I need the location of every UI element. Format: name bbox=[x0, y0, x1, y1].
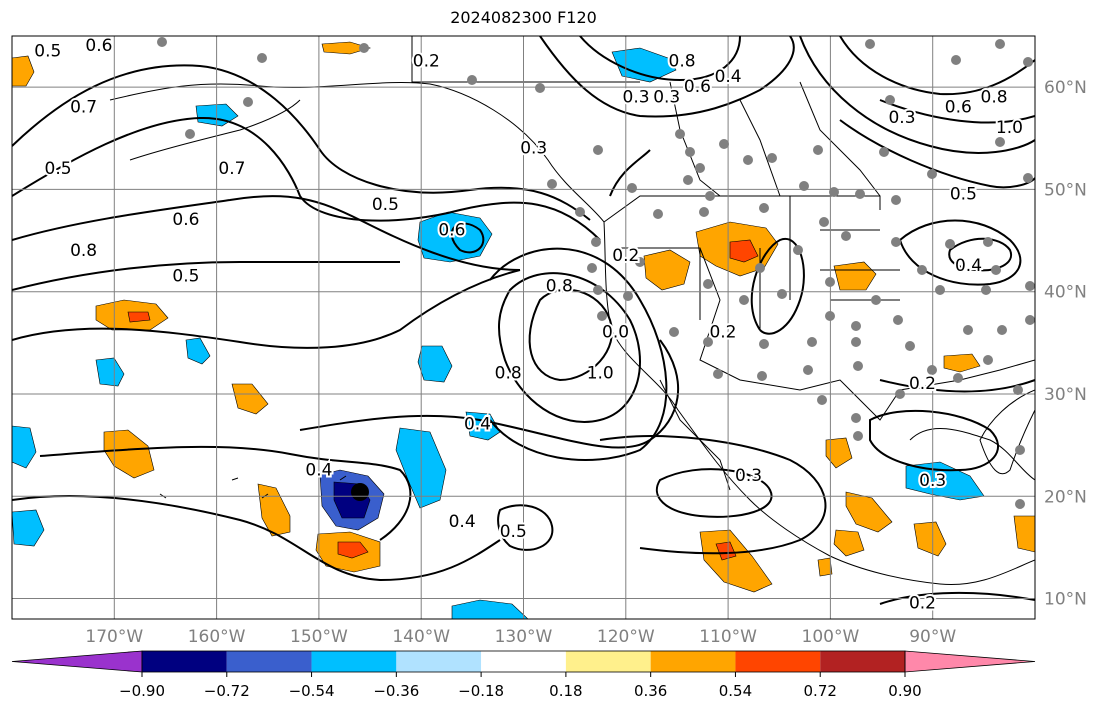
colorbar-segment bbox=[142, 651, 227, 672]
contour-label: 0.0 bbox=[602, 323, 629, 343]
contour-label: 0.4 bbox=[955, 256, 982, 276]
contour-label: 1.0 bbox=[587, 364, 614, 384]
contour-label: 0.5 bbox=[45, 159, 72, 179]
contour-label: 0.3 bbox=[653, 87, 680, 107]
colorbar-tick-label: 0.90 bbox=[888, 682, 921, 700]
contour-label: 0.5 bbox=[950, 185, 977, 205]
latitude-tick-label: 20°N bbox=[1044, 487, 1087, 507]
station-dots bbox=[157, 37, 1035, 509]
colorbar-segment bbox=[735, 651, 821, 672]
longitude-tick-label: 170°W bbox=[85, 627, 143, 647]
contour-label: 0.5 bbox=[372, 195, 399, 215]
contour-label: 0.6 bbox=[684, 77, 711, 97]
contour-label: 0.8 bbox=[70, 241, 97, 261]
colorbar-tick-label: 0.72 bbox=[804, 682, 837, 700]
latitude-tick-label: 40°N bbox=[1044, 283, 1087, 303]
latitude-tick-labels: 10°N 20°N 30°N 40°N 50°N 60°N bbox=[1044, 78, 1087, 609]
storm-center-marker bbox=[351, 483, 369, 501]
contour-label: 0.2 bbox=[612, 246, 639, 266]
contour-label-group: 0.20.50.60.60.80.50.40.40.40.50.3 0.30.20… bbox=[32, 36, 1025, 616]
contour-label: 0.6 bbox=[172, 210, 199, 230]
colorbar-tick-label: 0.18 bbox=[549, 682, 582, 700]
colorbar-tick-label: −0.90 bbox=[119, 682, 165, 700]
longitude-tick-label: 100°W bbox=[802, 627, 860, 647]
longitude-tick-label: 160°W bbox=[188, 627, 246, 647]
colorbar-tick-label: 0.36 bbox=[634, 682, 667, 700]
colorbar-segment bbox=[226, 651, 312, 672]
longitude-tick-label: 130°W bbox=[495, 627, 553, 647]
contour-label: 0.3 bbox=[888, 108, 915, 128]
lat-lon-grid bbox=[12, 36, 1035, 619]
contour-label: 0.4 bbox=[715, 67, 742, 87]
contour-label: 0.2 bbox=[709, 323, 736, 343]
contour-label: 0.6 bbox=[945, 98, 972, 118]
contour-label: 0.8 bbox=[495, 364, 522, 384]
longitude-tick-label: 150°W bbox=[290, 627, 348, 647]
contour-label: 0.8 bbox=[669, 52, 696, 72]
contour-label: 0.4 bbox=[449, 512, 476, 532]
colorbar-segment bbox=[396, 651, 482, 672]
colorbar-segment bbox=[481, 651, 566, 672]
figure-title: 2024082300 F120 bbox=[450, 8, 597, 27]
contour-label: 0.8 bbox=[981, 87, 1008, 107]
contour-label: 0.3 bbox=[623, 87, 650, 107]
longitude-tick-label: 110°W bbox=[699, 627, 757, 647]
colorbar-extend-min bbox=[11, 650, 143, 673]
contour-label: 1.0 bbox=[996, 118, 1023, 138]
colorbar-tick-label: −0.72 bbox=[204, 682, 250, 700]
colorbar-frame bbox=[141, 650, 906, 673]
contour-label: 0.3 bbox=[735, 466, 762, 486]
colorbar-tick-label: 0.54 bbox=[719, 682, 752, 700]
contour-label: 0.4 bbox=[305, 461, 332, 481]
colorbar-segment bbox=[565, 651, 651, 672]
contour-label: 0.6 bbox=[85, 36, 112, 56]
contour-label: 0.2 bbox=[413, 52, 440, 72]
contour-label: 0.8 bbox=[546, 277, 573, 297]
colorbar-extend-max bbox=[904, 650, 1036, 673]
longitude-tick-labels: 170°W 160°W 150°W 140°W 130°W 120°W 110°W 100°W… bbox=[85, 627, 956, 647]
colorbar-tick-label: −0.36 bbox=[373, 682, 419, 700]
colorbar-segment bbox=[650, 651, 736, 672]
longitude-tick-label: 120°W bbox=[597, 627, 655, 647]
latitude-tick-label: 30°N bbox=[1044, 385, 1087, 405]
map-frame bbox=[11, 35, 1036, 620]
contour-label: 0.6 bbox=[438, 220, 465, 240]
contour-label: 0.4 bbox=[464, 415, 491, 435]
colorbar-tick-label: −0.18 bbox=[458, 682, 504, 700]
shaded-anomaly-areas bbox=[12, 41, 1035, 619]
contour-label: 0.2 bbox=[909, 594, 936, 614]
contour-label: 0.3 bbox=[919, 471, 946, 491]
contour-label: 0.7 bbox=[218, 159, 245, 179]
latitude-tick-label: 50°N bbox=[1044, 180, 1087, 200]
contour-label: 0.5 bbox=[34, 41, 61, 61]
latitude-tick-label: 60°N bbox=[1044, 78, 1087, 98]
longitude-tick-label: 140°W bbox=[392, 627, 450, 647]
contour-label: 0.3 bbox=[520, 139, 547, 159]
longitude-tick-label: 90°W bbox=[909, 627, 956, 647]
contour-label: 0.5 bbox=[172, 266, 199, 286]
contour-label: 0.2 bbox=[909, 374, 936, 394]
contour-label: 0.5 bbox=[500, 522, 527, 542]
contour-label: 0.7 bbox=[70, 98, 97, 118]
colorbar-tick-label: −0.54 bbox=[289, 682, 335, 700]
colorbar-segment bbox=[311, 651, 397, 672]
colorbar: −0.90 −0.72 −0.54 −0.36 −0.18 0.18 0.36 0.54 0.7… bbox=[11, 650, 1036, 700]
latitude-tick-label: 10°N bbox=[1044, 590, 1087, 610]
colorbar-segment bbox=[820, 651, 905, 672]
